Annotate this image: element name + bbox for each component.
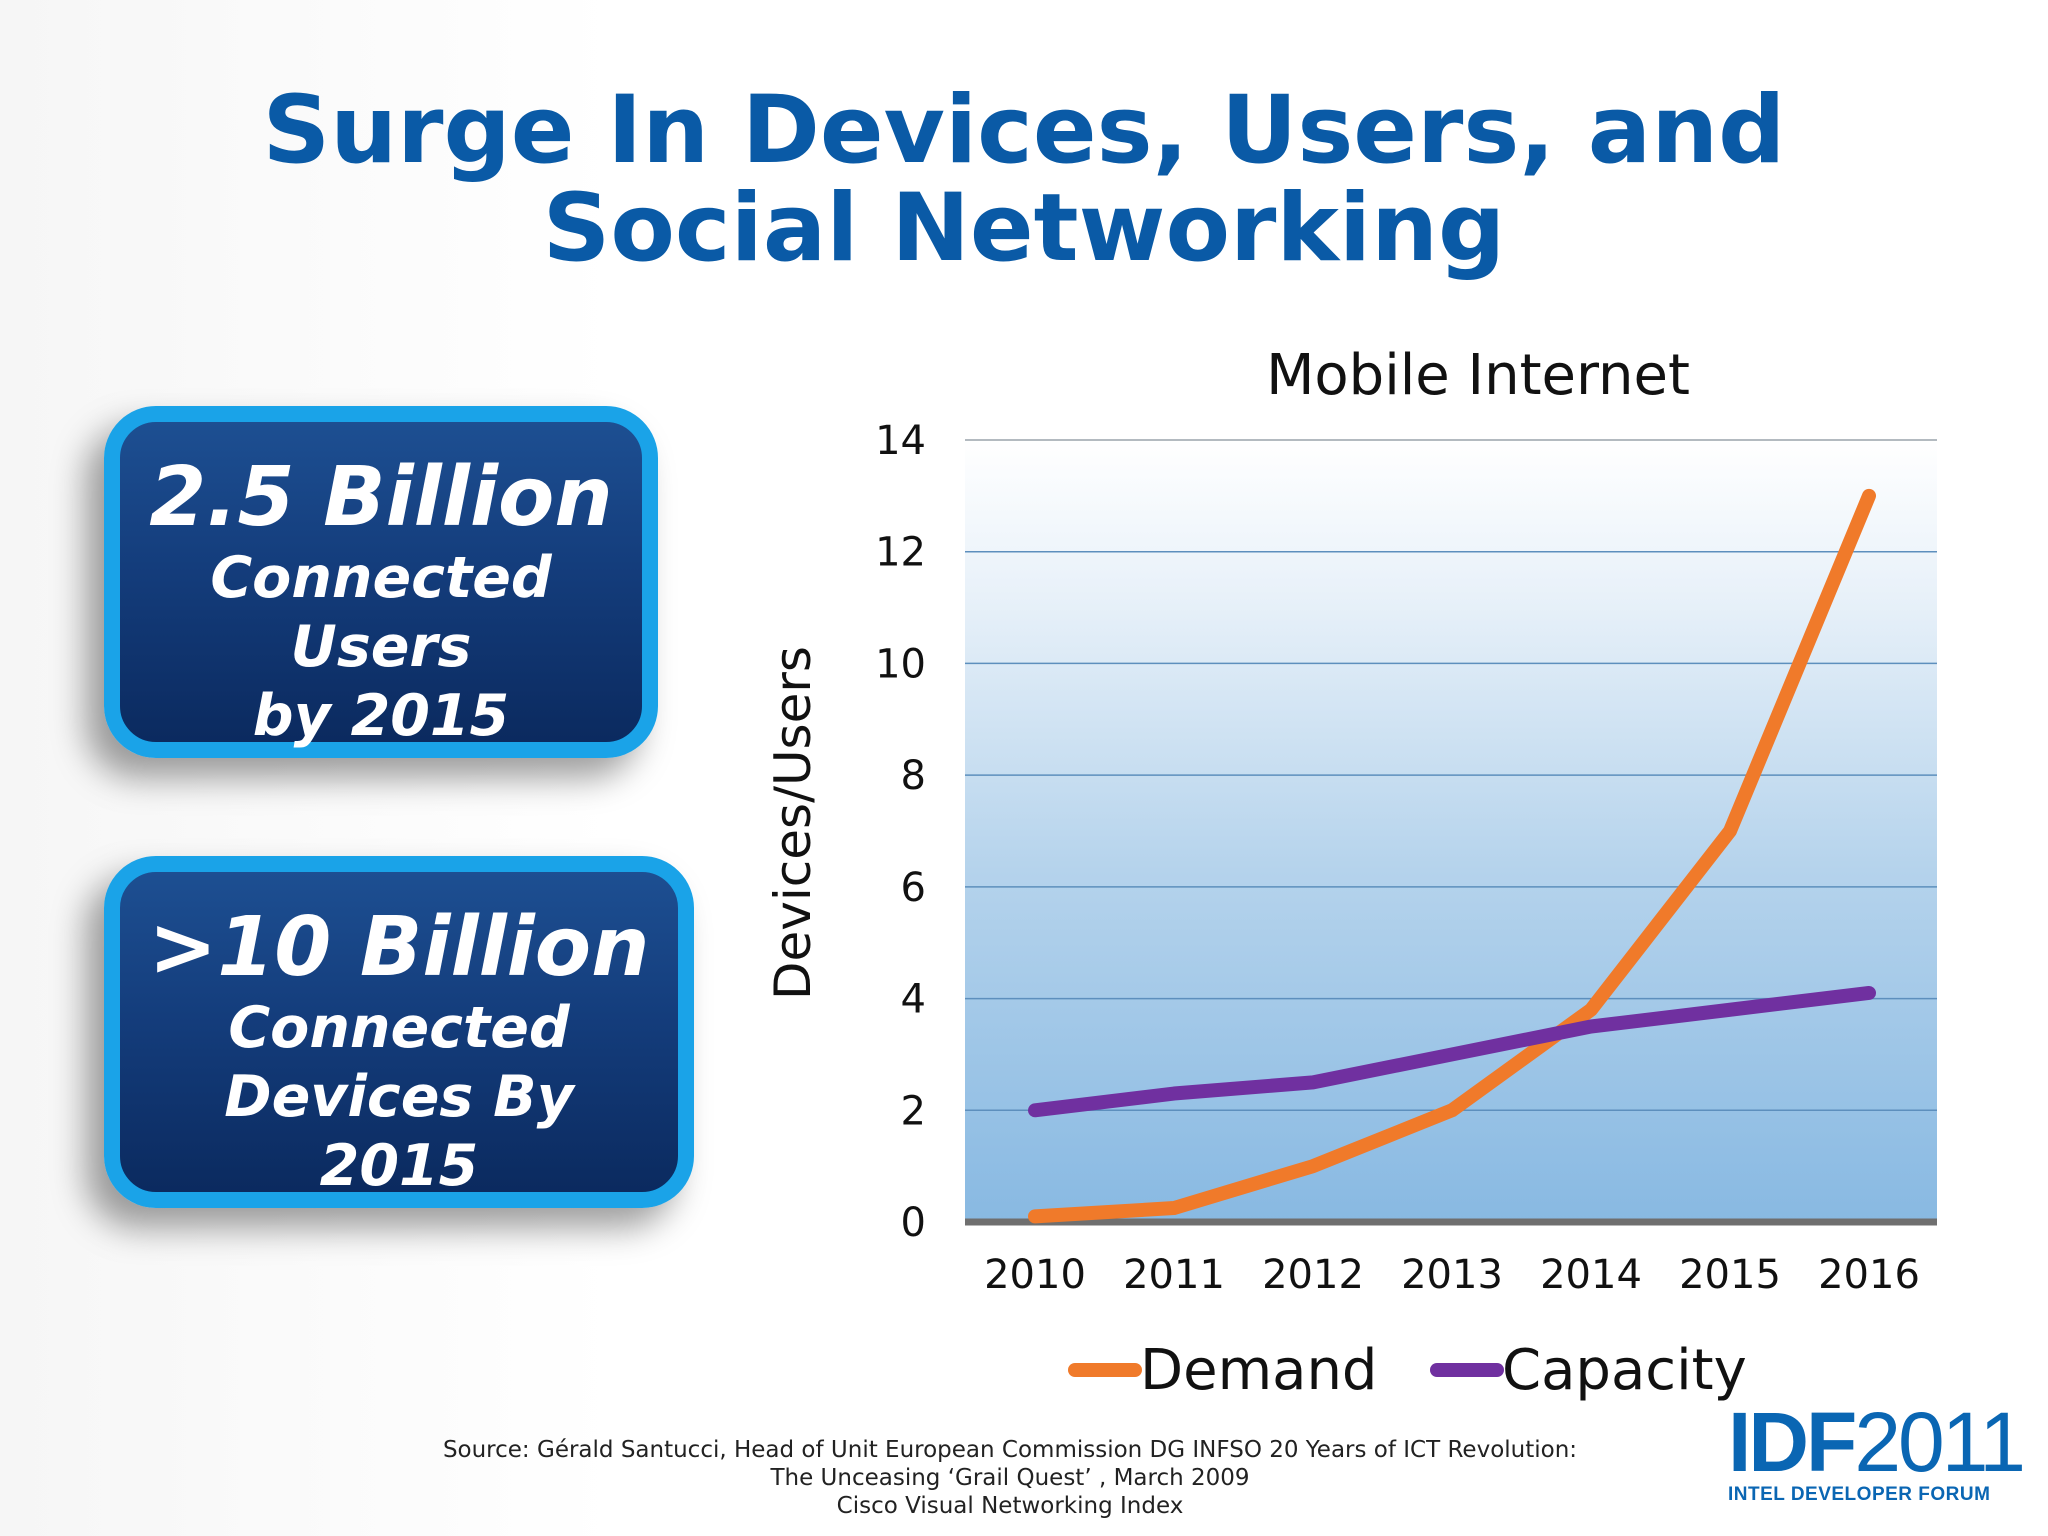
x-tick-label: 2016 — [1818, 1252, 1920, 1298]
logo-subtitle: INTEL DEVELOPER FORUM — [1728, 1484, 1991, 1505]
x-tick-label: 2015 — [1679, 1252, 1781, 1298]
x-tick-label: 2011 — [1123, 1252, 1225, 1298]
legend-label-capacity: Capacity — [1502, 1338, 1747, 1403]
axes: 0 2 4 6 8 10 12 14 2010 2011 2012 2013 2014 2015 2016 — [875, 418, 1937, 1298]
callout-line: Connected — [210, 545, 552, 611]
chart-title: Mobile Internet — [1266, 343, 1690, 408]
x-tick-label: 2014 — [1540, 1252, 1642, 1298]
plot-area — [965, 440, 1937, 1222]
x-tick-label: 2013 — [1401, 1252, 1503, 1298]
y-axis-label: Devices/Users — [764, 646, 822, 1000]
callout-headline: 2.5 Billion — [149, 450, 613, 545]
series-line-capacity — [1028, 985, 1876, 1118]
series-line-demand — [1028, 488, 1876, 1224]
y-tick-label: 14 — [875, 418, 926, 464]
y-tick-label: 6 — [901, 865, 926, 911]
source-line-2: The Unceasing ‘Grail Quest’ , March 2009 — [770, 1465, 1250, 1491]
callout-line: Connected — [228, 995, 570, 1061]
y-tick-label: 2 — [901, 1088, 926, 1134]
logo-year: 2011 — [1854, 1395, 2026, 1489]
source-line-3: Cisco Visual Networking Index — [836, 1493, 1184, 1519]
callout-headline: >10 Billion — [148, 900, 650, 995]
callout-line: Devices By — [224, 1064, 574, 1130]
y-tick-label: 10 — [875, 641, 926, 687]
series-lines — [1028, 488, 1876, 1224]
slide-title-line-2: Social Networking — [542, 174, 1506, 283]
y-tick-label: 4 — [901, 977, 926, 1023]
slide-title: Surge In Devices, Users, and Social Netw… — [0, 82, 2048, 278]
y-tick-label: 12 — [875, 530, 926, 576]
legend-label-demand: Demand — [1140, 1338, 1377, 1403]
y-tick-label: 8 — [901, 753, 926, 799]
callout-connected-users: 2.5 Billion Connected Users by 2015 — [104, 406, 658, 758]
source-footnote: Source: Gérald Santucci, Head of Unit Eu… — [380, 1436, 1640, 1520]
legend: Demand Capacity — [1068, 1338, 1747, 1403]
y-tick-label: 0 — [901, 1200, 926, 1246]
callout-connected-devices: >10 Billion Connected Devices By 2015 — [104, 856, 694, 1208]
x-tick-label: 2010 — [984, 1252, 1086, 1298]
callout-line: Users — [290, 614, 472, 680]
axis-labels: Mobile Internet Devices/Users — [764, 343, 1690, 1000]
gridlines — [965, 439, 1937, 1112]
callout-line: by 2015 — [252, 683, 510, 749]
source-line-1: Source: Gérald Santucci, Head of Unit Eu… — [442, 1437, 1578, 1463]
slide-title-line-1: Surge In Devices, Users, and — [262, 76, 1786, 185]
x-tick-label: 2012 — [1262, 1252, 1364, 1298]
idf2011-logo: IDF2011 INTEL DEVELOPER FORUM — [1728, 1400, 2026, 1506]
callout-line: 2015 — [319, 1133, 479, 1199]
logo-idf: IDF — [1728, 1395, 1857, 1489]
